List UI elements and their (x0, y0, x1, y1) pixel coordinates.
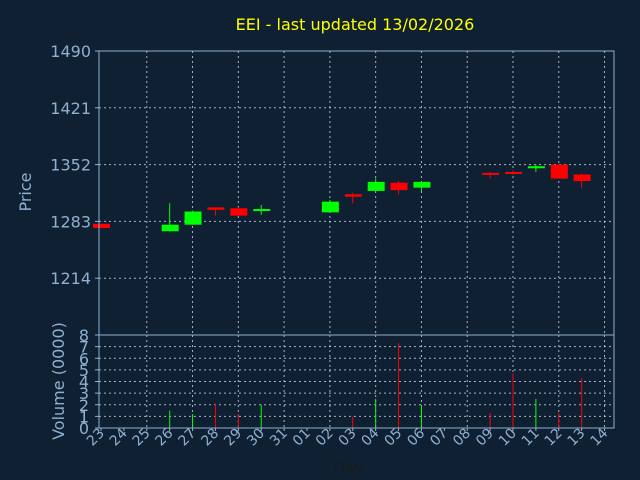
volume-tick-label: 6 (79, 349, 89, 368)
volume-tick-label: 1 (79, 407, 89, 426)
price-tick-label: 1490 (50, 42, 91, 61)
price-axis-title: Price (16, 172, 35, 211)
day-axis-title: Day (333, 458, 363, 476)
x-tick-label: 12 (542, 426, 566, 450)
x-tick-label: 07 (427, 426, 451, 450)
x-tick-label: 05 (381, 426, 405, 450)
x-tick-label: 08 (450, 426, 474, 450)
candle-body (413, 181, 431, 188)
x-tick-label: 11 (519, 426, 543, 450)
x-tick-label: 03 (336, 426, 360, 450)
chart-title: EEI - last updated 13/02/2026 (236, 15, 475, 34)
x-tick-label: 30 (244, 426, 268, 450)
x-tick-label: 28 (198, 426, 222, 450)
x-tick-label: 27 (175, 426, 199, 450)
candle-body (253, 209, 271, 212)
candle-body (184, 211, 202, 225)
x-tick-label: 13 (565, 426, 589, 450)
candle-body (550, 164, 568, 179)
x-tick-label: 10 (496, 426, 520, 450)
x-axis: 2324252627282930310102030405060708091011… (84, 425, 612, 449)
candle-body (505, 172, 522, 175)
volume-frame (98, 334, 615, 429)
candle-body (344, 194, 362, 197)
candle-body (367, 181, 385, 191)
volume-tick-label: 0 (79, 419, 89, 438)
candle-body (573, 174, 591, 182)
candle-body (321, 201, 339, 213)
price-panel: 1490 1421 1352 1283 1214 (50, 42, 615, 336)
volume-tick-label: 8 (79, 326, 89, 345)
x-tick-label: 02 (313, 426, 337, 450)
volume-tick-label: 5 (79, 361, 89, 380)
x-tick-label: 31 (267, 426, 291, 450)
x-tick-label: 24 (107, 425, 131, 449)
x-tick-label: 06 (404, 425, 428, 449)
x-tick-label: 25 (130, 426, 154, 450)
x-tick-label: 14 (587, 425, 611, 449)
volume-axis-title: Volume (0000) (49, 322, 68, 440)
candle-body (482, 172, 500, 175)
price-tick-label: 1421 (50, 99, 91, 118)
x-tick-label: 04 (359, 425, 383, 449)
volume-tick-label: 4 (79, 373, 89, 392)
candle-body (390, 182, 408, 191)
candle-body (527, 166, 545, 169)
candle-body (161, 224, 179, 232)
x-tick-label: 26 (153, 425, 177, 449)
x-tick-label: 29 (221, 426, 245, 450)
volume-tick-label: 2 (79, 396, 89, 415)
volume-tick-label: 3 (79, 384, 89, 403)
volume-tick-label: 7 (79, 338, 89, 357)
price-tick-label: 1352 (50, 156, 91, 175)
price-frame (98, 50, 615, 336)
candle-body (230, 208, 248, 216)
price-tick-label: 1214 (50, 269, 91, 288)
candle-body (207, 207, 225, 210)
x-tick-label: 09 (473, 426, 497, 450)
candle-body (93, 223, 110, 228)
x-tick-label: 01 (290, 426, 314, 450)
price-tick-label: 1283 (50, 212, 91, 231)
